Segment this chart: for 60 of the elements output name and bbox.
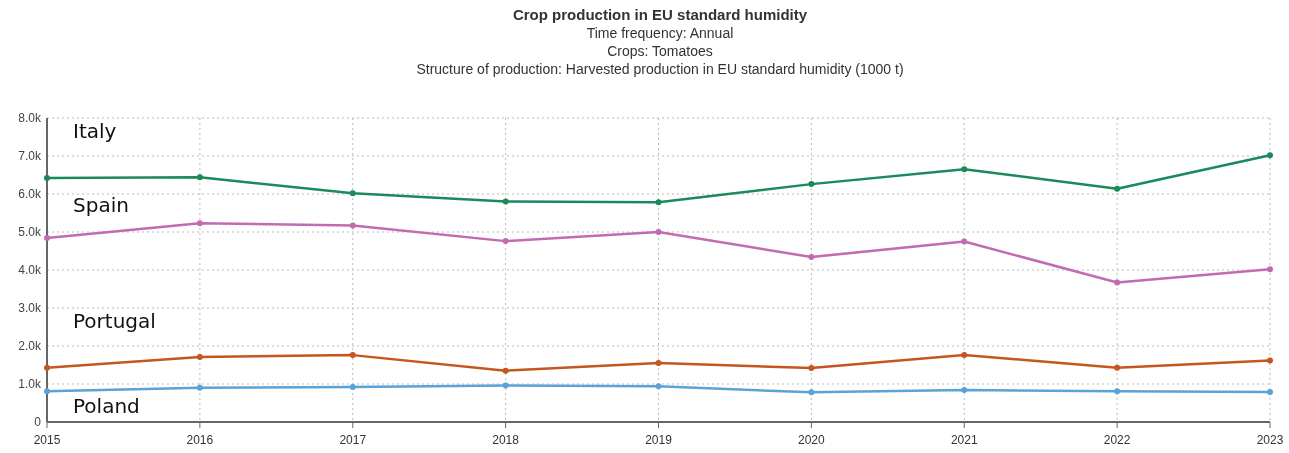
point [1267, 388, 1273, 395]
point [502, 198, 509, 205]
y-tick-label: 6.0k [18, 187, 42, 201]
point [502, 367, 509, 374]
x-tick-label: 2020 [798, 433, 826, 447]
y-tick-label: 2.0k [18, 339, 42, 353]
y-tick-label: 7.0k [18, 149, 42, 163]
point [961, 238, 968, 245]
point [808, 181, 815, 188]
point [1267, 357, 1273, 364]
point [655, 383, 662, 390]
x-tick-label: 2019 [645, 433, 673, 447]
point [349, 384, 356, 391]
point [961, 352, 968, 359]
point [349, 222, 356, 229]
y-tick-label: 8.0k [18, 111, 42, 125]
chart-subtitle: Time frequency: Annual Crops: Tomatoes Structure of production: Harvested production in EU standard humidity (1000 t) [416, 25, 904, 77]
point [196, 354, 203, 361]
point [196, 384, 203, 391]
x-tick-label: 2023 [1256, 433, 1284, 447]
x-tick-label: 2021 [950, 433, 978, 447]
point [44, 235, 50, 242]
chart-title: Crop production in EU standard humidity [512, 6, 808, 23]
point [44, 364, 50, 371]
point [502, 382, 509, 389]
series-label: Portugal [73, 308, 156, 333]
point [808, 254, 815, 261]
point [1267, 266, 1273, 273]
point [1114, 364, 1121, 371]
series-label: Poland [73, 394, 140, 419]
x-tick-label: 2018 [492, 433, 520, 447]
point [1114, 185, 1121, 192]
y-tick-label: 5.0k [18, 225, 42, 239]
point [961, 166, 968, 173]
y-tick-label: 1.0k [18, 377, 42, 391]
point [196, 220, 203, 227]
point [808, 389, 815, 396]
x-tick-label: 2016 [186, 433, 214, 447]
point [808, 365, 815, 372]
y-tick-label: 3.0k [18, 301, 42, 315]
x-tick-label: 2022 [1103, 433, 1131, 447]
point [44, 175, 50, 182]
point [349, 190, 356, 197]
point [196, 174, 203, 181]
point [655, 229, 662, 235]
point [502, 238, 509, 245]
x-tick-label: 2015 [33, 433, 61, 447]
point [961, 387, 968, 394]
series-label: Italy [73, 119, 117, 144]
y-tick-label: 0 [34, 415, 42, 429]
x-tick-label: 2017 [339, 433, 367, 447]
point [655, 199, 662, 206]
series-label: Spain [73, 193, 129, 218]
y-tick-label: 4.0k [18, 263, 42, 277]
point [1267, 152, 1273, 159]
point [349, 352, 356, 359]
point [1114, 279, 1121, 286]
point [1114, 388, 1121, 395]
point [44, 388, 50, 395]
point [655, 360, 662, 367]
